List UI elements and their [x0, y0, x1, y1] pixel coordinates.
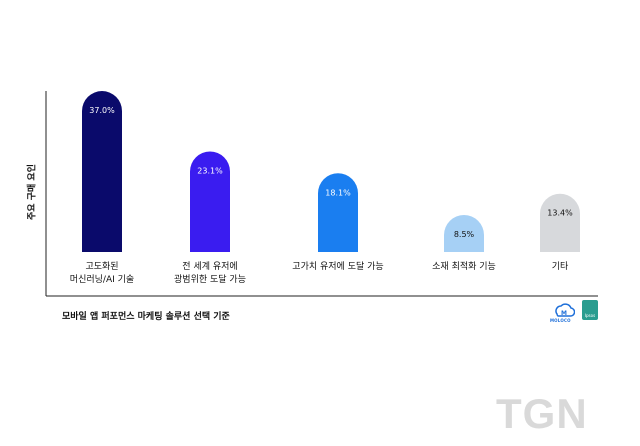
category-label-1-0: 전 세계 유저에: [182, 260, 237, 272]
bar-value-label-2: 18.1%: [325, 188, 351, 197]
category-label-1-1: 광범위한 도달 가능: [174, 273, 246, 285]
category-label-2-0: 고가치 유저에 도달 가능: [292, 260, 383, 272]
x-axis-title: 모바일 앱 퍼포먼스 마케팅 솔루션 선택 기준: [62, 312, 230, 322]
bar-value-label-4: 13.4%: [547, 209, 573, 218]
moloco-logo-icon: M: [555, 303, 575, 317]
bar-value-label-3: 8.5%: [454, 230, 475, 239]
bar-3: [444, 215, 484, 252]
category-label-3-0: 소재 최적화 기능: [432, 260, 496, 272]
bar-0: [82, 91, 122, 252]
category-label-4-0: 기타: [552, 261, 569, 272]
bar-value-label-1: 23.1%: [197, 167, 223, 176]
svg-text:M: M: [561, 310, 567, 317]
category-label-0-1: 머신러닝/AI 기술: [70, 274, 134, 285]
bar-4: [540, 193, 580, 252]
category-label-0-0: 고도화된: [85, 260, 118, 272]
bar-value-label-0: 37.0%: [89, 106, 115, 115]
moloco-logo-text: MOLOCO: [550, 318, 571, 323]
watermark: TGN: [496, 390, 588, 437]
bar-1: [190, 151, 230, 252]
ipsos-logo: Ipsos: [582, 300, 598, 320]
bar-2: [318, 173, 358, 252]
y-axis-label: 주요 구매 요인: [27, 164, 38, 220]
